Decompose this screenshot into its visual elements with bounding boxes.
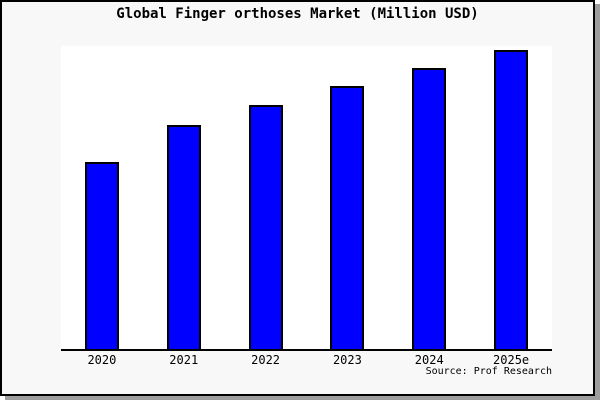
bar-2024 [412,68,446,349]
x-tick-label-2025e: 2025e [493,353,530,367]
x-tick-label-2021: 2021 [169,353,199,367]
plot-area [61,46,552,349]
chart-title: Global Finger orthoses Market (Million U… [116,6,479,22]
x-tick-label-2024: 2024 [414,353,444,367]
x-tick-label-2023: 2023 [332,353,362,367]
bar-2020 [85,162,119,349]
bar-2023 [330,86,364,349]
bar-2021 [167,125,201,349]
x-tick-label-2020: 2020 [87,353,117,367]
source-credit: Source: Prof Research [425,366,552,377]
bar-2025e [494,50,528,349]
x-tick-label-2022: 2022 [251,353,281,367]
x-axis-line [61,349,552,351]
bar-2022 [249,105,283,349]
